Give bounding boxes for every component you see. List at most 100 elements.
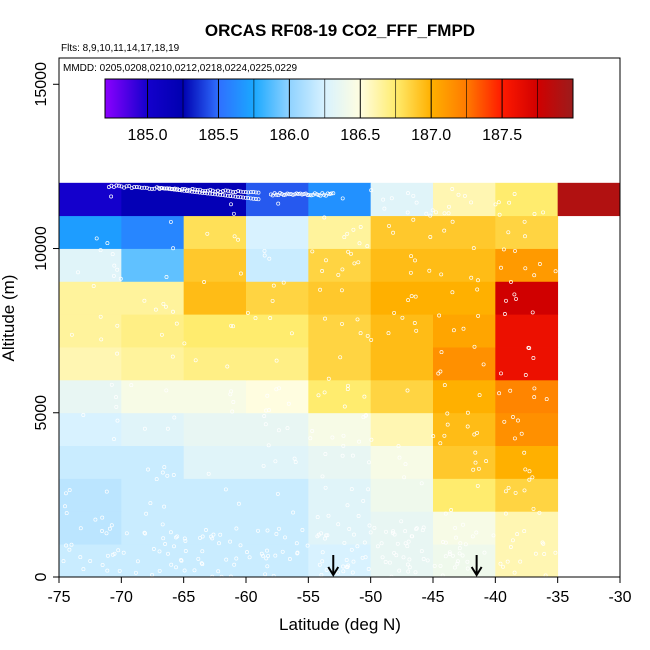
heatmap-cell: [246, 314, 309, 348]
sample-point: [403, 529, 408, 534]
sample-point: [532, 273, 537, 278]
sample-point: [142, 426, 147, 431]
sample-point: [405, 562, 410, 567]
sample-point: [166, 551, 170, 556]
heatmap-cell: [121, 314, 185, 348]
sample-point: [238, 543, 243, 548]
sample-point: [484, 459, 489, 464]
sample-point: [356, 260, 361, 265]
sample-point: [329, 191, 334, 196]
sample-point: [165, 473, 170, 478]
sample-point: [401, 555, 406, 560]
heatmap-cell: [246, 248, 309, 282]
sample-point: [114, 183, 119, 188]
sample-point: [364, 413, 369, 418]
heatmap-cell: [433, 379, 496, 414]
sample-point: [421, 557, 426, 561]
sample-point: [413, 294, 418, 299]
sample-point: [196, 556, 201, 561]
sample-point: [462, 193, 467, 198]
sample-point: [475, 483, 480, 488]
sample-point: [266, 553, 271, 558]
sample-point: [357, 439, 362, 444]
sample-point: [236, 189, 241, 194]
sample-point: [542, 552, 547, 556]
heatmap-cell: [433, 544, 496, 578]
sample-point: [229, 202, 233, 207]
sample-point: [233, 194, 238, 199]
sample-point: [267, 256, 272, 261]
sample-point: [361, 498, 366, 503]
sample-point: [499, 371, 503, 376]
sample-point: [367, 523, 372, 528]
sample-point: [445, 422, 450, 427]
sample-point: [450, 290, 455, 295]
sample-point: [317, 562, 322, 567]
sample-point: [287, 557, 292, 561]
sample-point: [375, 544, 380, 549]
sample-point: [330, 435, 335, 440]
sample-point: [477, 393, 482, 398]
sample-point: [157, 549, 162, 554]
heatmap-cell: [370, 511, 434, 545]
sample-point: [274, 358, 279, 363]
sample-point: [510, 538, 515, 543]
sample-point: [470, 534, 475, 539]
sample-point: [294, 541, 299, 546]
sample-point: [473, 450, 478, 455]
sample-point: [419, 481, 424, 486]
sample-point: [322, 192, 327, 197]
sample-point: [203, 188, 208, 193]
heatmap-cell: [370, 412, 434, 447]
sample-point: [406, 539, 411, 544]
sample-point: [465, 410, 470, 415]
sample-point: [147, 186, 152, 191]
sample-point: [253, 316, 258, 321]
sample-point: [383, 560, 388, 564]
sample-point: [69, 332, 74, 337]
sample-point: [137, 185, 142, 190]
chart-title: ORCAS RF08-19 CO2_FFF_FMPD: [205, 21, 475, 40]
heatmap-cell: [59, 347, 122, 381]
sample-point: [231, 190, 236, 195]
sample-point: [506, 485, 511, 490]
sample-point: [251, 196, 256, 201]
sample-point: [438, 441, 443, 446]
sample-point: [292, 192, 297, 197]
x-tick-label: -30: [608, 589, 631, 606]
sample-point: [110, 552, 115, 557]
sample-point: [195, 190, 200, 195]
heatmap-cell: [121, 511, 185, 545]
sample-point: [64, 491, 68, 496]
sample-point: [114, 395, 118, 400]
sample-point: [471, 246, 476, 251]
sample-point: [273, 553, 278, 558]
heatmap-cell: [433, 215, 496, 249]
heatmap-cell: [557, 182, 621, 217]
heatmap-cell: [495, 347, 559, 381]
sample-point: [537, 510, 542, 515]
sample-point: [127, 184, 132, 189]
sample-point: [324, 567, 329, 572]
sample-point: [287, 192, 292, 197]
sample-point: [457, 546, 462, 551]
sample-point: [172, 544, 176, 549]
heatmap-cell: [495, 215, 559, 249]
heatmap-cell: [183, 511, 247, 545]
sample-point: [402, 475, 407, 480]
sample-point: [200, 534, 205, 539]
sample-point: [67, 547, 72, 552]
sample-point: [419, 549, 424, 554]
sample-point: [505, 559, 510, 564]
sample-point: [392, 550, 397, 555]
sample-point: [460, 553, 465, 558]
sample-point: [345, 231, 350, 236]
sample-point: [200, 549, 205, 554]
sample-point: [277, 526, 281, 531]
heatmap-cell: [433, 412, 496, 447]
sample-point: [241, 189, 246, 194]
sample-point: [503, 511, 508, 516]
sample-point: [253, 197, 258, 201]
heatmap-cell: [121, 544, 185, 578]
sample-point: [228, 189, 233, 194]
